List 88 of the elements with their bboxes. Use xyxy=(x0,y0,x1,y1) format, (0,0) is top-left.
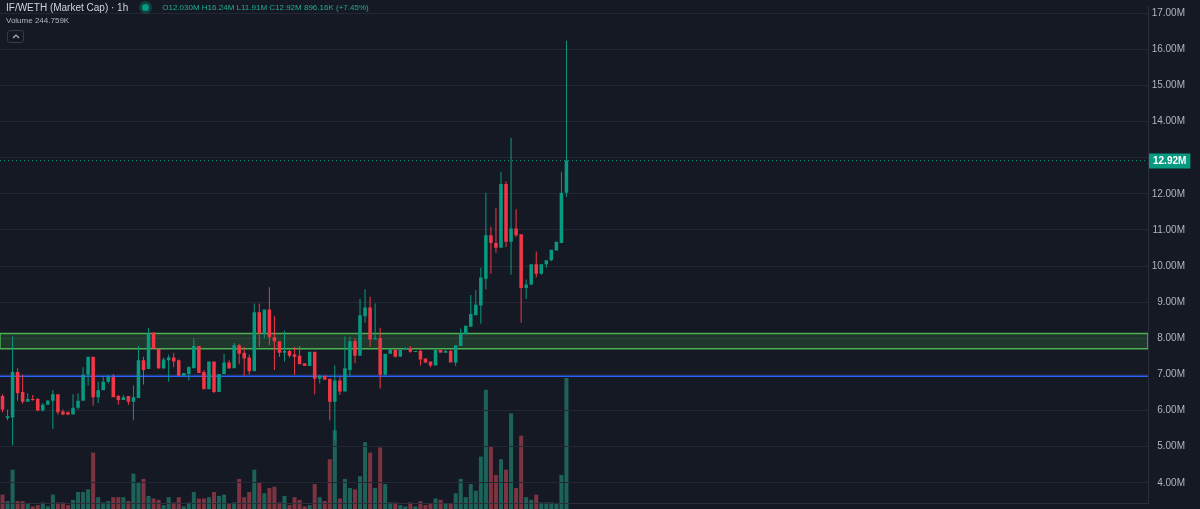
bar xyxy=(252,469,257,509)
bar xyxy=(398,505,403,509)
bar xyxy=(237,478,242,509)
candlestick xyxy=(96,381,100,403)
bar xyxy=(282,495,287,509)
y-tick-label: 9.00M xyxy=(1157,295,1185,307)
bar xyxy=(166,497,171,509)
bar xyxy=(211,491,217,509)
bar xyxy=(408,502,413,509)
bar xyxy=(413,506,418,509)
bar xyxy=(96,497,101,509)
bar xyxy=(257,482,262,509)
bar xyxy=(91,452,96,509)
y-tick-label: 11.00M xyxy=(1152,223,1185,235)
y-tick-label: 15.00M xyxy=(1151,79,1185,91)
bar xyxy=(206,497,211,509)
candlestick xyxy=(76,393,80,410)
candlestick xyxy=(524,279,528,299)
y-tick-label: 5.00M xyxy=(1157,440,1185,452)
bar xyxy=(332,430,337,509)
candlestick xyxy=(494,208,498,253)
annotation: Volume 244.759K xyxy=(6,16,70,25)
bar xyxy=(534,494,539,509)
candlestick xyxy=(71,394,75,415)
bar xyxy=(539,502,544,509)
candlestick xyxy=(353,338,357,364)
bar xyxy=(352,489,357,509)
candlestick xyxy=(272,316,277,371)
bar xyxy=(317,497,322,509)
bar xyxy=(509,413,514,509)
y-tick-label: 6.00M xyxy=(1157,404,1185,416)
bar xyxy=(121,497,126,509)
bar xyxy=(393,502,398,509)
candlestick xyxy=(176,359,181,376)
chart-title: IF/WETH (Market Cap) · 1h xyxy=(6,2,129,13)
y-tick-label: 12.00M xyxy=(1151,187,1185,199)
bar xyxy=(524,497,529,509)
candlestick xyxy=(534,251,538,278)
bar xyxy=(65,505,70,509)
bar xyxy=(504,469,509,509)
bar xyxy=(0,494,5,509)
bar xyxy=(25,503,30,509)
candlestick xyxy=(51,390,55,429)
bar xyxy=(217,495,222,509)
y-tick-label: 4.00M xyxy=(1157,476,1185,488)
bar xyxy=(141,478,146,509)
candlestick xyxy=(378,327,382,389)
bar xyxy=(378,447,383,509)
bar xyxy=(10,469,15,509)
bar xyxy=(146,495,151,509)
bar xyxy=(373,488,378,509)
bar xyxy=(307,505,312,509)
bar xyxy=(327,459,332,509)
bar xyxy=(267,488,272,509)
candlestick xyxy=(222,353,226,375)
candlestick xyxy=(36,397,40,412)
bar xyxy=(443,503,448,509)
chart-subtitle: O12.030M H16.24M L11.91M C12.92M 896.16K (+7.45%) xyxy=(162,3,369,12)
candlestick xyxy=(41,402,45,412)
y-tick-label: 10.00M xyxy=(1151,259,1185,271)
y-tick-label: 7.00M xyxy=(1157,368,1185,380)
ref-line-label: 12.92M xyxy=(1153,154,1187,166)
bar xyxy=(498,459,504,509)
candlestick xyxy=(106,374,111,384)
bar xyxy=(383,484,388,509)
bar xyxy=(35,505,40,509)
candlestick xyxy=(81,367,85,401)
bar xyxy=(262,493,267,509)
bar xyxy=(191,491,196,509)
y-tick-label: 17.00M xyxy=(1151,6,1185,18)
bar xyxy=(483,389,488,509)
candlestick xyxy=(227,360,231,369)
bar xyxy=(312,484,317,509)
bar xyxy=(227,503,232,509)
bar xyxy=(111,497,116,509)
bar xyxy=(50,494,55,509)
bar xyxy=(368,452,373,509)
candlestick xyxy=(489,226,493,274)
candlestick xyxy=(292,346,297,375)
y-tick-label: 16.00M xyxy=(1151,43,1185,55)
y-tick-label: 14.00M xyxy=(1151,115,1185,127)
candlestick xyxy=(282,330,287,362)
bar xyxy=(176,497,181,509)
bar xyxy=(448,503,453,509)
bar xyxy=(131,473,136,509)
y-tick-label: 8.00M xyxy=(1157,332,1185,344)
candlestick xyxy=(373,303,377,340)
bar xyxy=(232,502,237,509)
